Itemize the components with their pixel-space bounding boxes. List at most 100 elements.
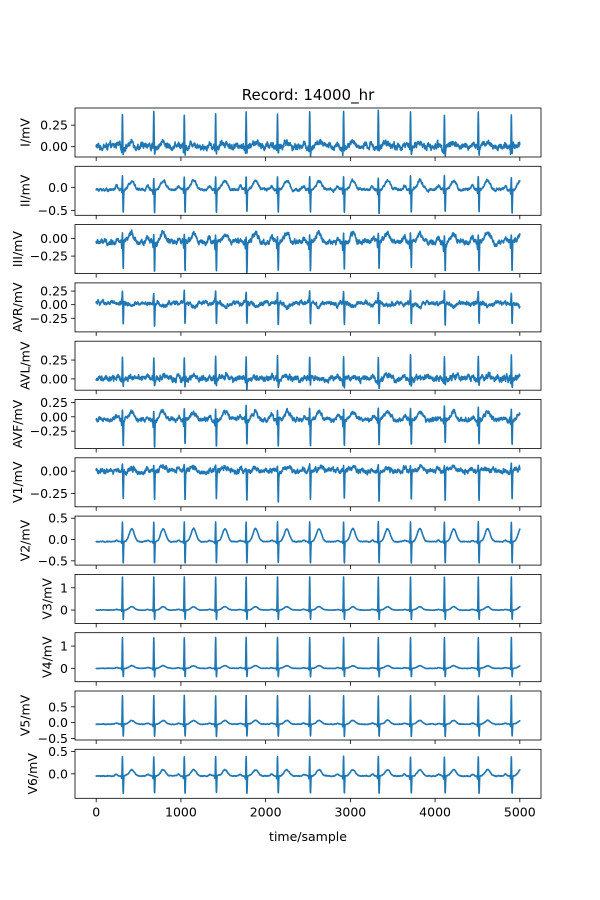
y-tick-label: 0.5 bbox=[48, 699, 68, 714]
y-tick: 0.25 bbox=[40, 118, 75, 133]
lead-panels: 0.000.25I/mV−0.50.0II/mV−0.250.00III/mV−… bbox=[10, 107, 542, 819]
series-line-v4 bbox=[95, 636, 521, 678]
y-axis-label-v2: V2/mV bbox=[17, 519, 32, 561]
lead-panel-iii: −0.25 0.00 III/mV bbox=[10, 224, 542, 278]
lead-panel-v3: 0 1 V3/mV bbox=[40, 574, 542, 628]
axes-frame bbox=[74, 690, 542, 741]
y-tick-label: 0.0 bbox=[48, 715, 68, 730]
y-tick-label: 1 bbox=[60, 580, 68, 595]
x-tick-label: 1000 bbox=[165, 804, 197, 819]
y-tick-label: −0.25 bbox=[30, 424, 68, 439]
y-tick: 0.25 bbox=[40, 284, 75, 299]
y-tick-label: 0.00 bbox=[40, 371, 68, 386]
x-tick: 4000 bbox=[419, 798, 451, 819]
series-line-avf bbox=[95, 404, 521, 448]
y-tick: 0.25 bbox=[40, 395, 75, 410]
lead-panel-v5: −0.50.00.5 V5/mV bbox=[17, 690, 542, 746]
lead-panel-avl: 0.00 0.25 AVL/mV bbox=[17, 340, 542, 395]
y-tick: 0.5 bbox=[48, 744, 75, 759]
axes-frame bbox=[74, 399, 542, 449]
y-tick-label: 0.00 bbox=[40, 139, 68, 154]
y-tick-label: 0 bbox=[60, 661, 68, 676]
y-tick-label: 0.25 bbox=[40, 284, 68, 299]
axes-frame bbox=[74, 748, 542, 799]
axes-frame bbox=[74, 224, 542, 275]
x-tick: 3000 bbox=[334, 798, 366, 819]
lead-panel-avr: −0.250.000.25 AVR/mV bbox=[10, 282, 542, 336]
y-tick-label: 0.00 bbox=[40, 464, 68, 479]
axes-frame bbox=[74, 107, 542, 158]
y-tick: 0.00 bbox=[40, 139, 75, 154]
y-tick-label: 0.0 bbox=[48, 766, 68, 781]
y-tick: 0 bbox=[60, 661, 75, 676]
y-axis-label-v1: V1/mV bbox=[10, 461, 25, 503]
series-line-iii bbox=[95, 229, 521, 274]
y-tick: 0.0 bbox=[48, 180, 75, 195]
axes-frame bbox=[74, 282, 542, 333]
y-tick: 0.0 bbox=[48, 766, 75, 781]
y-axis-label-v3: V3/mV bbox=[40, 578, 55, 620]
y-tick-label: −0.25 bbox=[30, 486, 68, 501]
y-axis-label-ii: II/mV bbox=[17, 174, 32, 207]
lead-panel-v6: 0.0 0.5 0 1000 2000 3000 4000 5000 V6/mV bbox=[25, 744, 542, 819]
y-axis-label-v4: V4/mV bbox=[40, 636, 55, 678]
x-tick: 1000 bbox=[165, 798, 197, 819]
y-tick: 0.00 bbox=[40, 464, 75, 479]
x-tick: 5000 bbox=[504, 798, 536, 819]
x-tick: 2000 bbox=[250, 798, 282, 819]
series-line-v3 bbox=[95, 576, 521, 621]
y-axis-label-v6: V6/mV bbox=[25, 753, 40, 795]
lead-panel-v4: 0 1 V4/mV bbox=[40, 632, 542, 686]
y-tick: 0.5 bbox=[48, 511, 75, 526]
y-tick: 1 bbox=[60, 639, 75, 654]
axes-frame bbox=[74, 457, 542, 508]
lead-panel-i: 0.00 0.25 I/mV bbox=[17, 107, 542, 161]
y-tick: 0.00 bbox=[40, 231, 75, 246]
y-tick-label: 0.0 bbox=[48, 532, 68, 547]
lead-panel-ii: −0.5 0.0 II/mV bbox=[17, 165, 542, 220]
x-tick-label: 3000 bbox=[334, 804, 366, 819]
series-line-avl bbox=[95, 353, 521, 391]
series-line-v6 bbox=[95, 755, 521, 795]
y-axis-label-avr: AVR/mV bbox=[10, 282, 25, 332]
y-tick-label: 0.0 bbox=[48, 180, 68, 195]
y-tick-label: −0.25 bbox=[30, 311, 68, 326]
series-line-v2 bbox=[95, 520, 521, 564]
y-tick-label: 0.00 bbox=[40, 297, 68, 312]
y-tick-label: 0.5 bbox=[48, 744, 68, 759]
x-tick: 0 bbox=[92, 798, 100, 819]
series-line-ii bbox=[95, 174, 521, 215]
y-axis-label-i: I/mV bbox=[17, 118, 32, 147]
y-tick: 0.5 bbox=[48, 699, 75, 714]
y-tick: −0.5 bbox=[38, 553, 75, 568]
y-tick-label: 0.00 bbox=[40, 409, 68, 424]
chart-title: Record: 14000_hr bbox=[242, 86, 375, 105]
y-tick-label: 0.25 bbox=[40, 395, 68, 410]
y-tick: 0.0 bbox=[48, 715, 75, 730]
axes-frame bbox=[74, 574, 542, 624]
y-axis-label-avl: AVL/mV bbox=[17, 341, 32, 390]
y-tick: −0.25 bbox=[30, 311, 75, 326]
x-tick-label: 2000 bbox=[250, 804, 282, 819]
x-tick-label: 0 bbox=[92, 804, 100, 819]
y-tick-label: −0.5 bbox=[38, 553, 68, 568]
y-tick: 0.00 bbox=[40, 297, 75, 312]
y-axis-label-v5: V5/mV bbox=[17, 694, 32, 736]
y-tick: 0.0 bbox=[48, 532, 75, 547]
y-tick-label: 1 bbox=[60, 639, 68, 654]
axes-frame bbox=[74, 632, 542, 683]
lead-panel-v1: −0.25 0.00 V1/mV bbox=[10, 457, 542, 511]
series-line-v1 bbox=[95, 462, 521, 503]
x-tick-label: 5000 bbox=[504, 804, 536, 819]
y-tick: 0.00 bbox=[40, 371, 75, 386]
lead-panel-v2: −0.5 0.0 0.5 V2/mV bbox=[17, 511, 542, 570]
y-axis-label-avf: AVF/mV bbox=[10, 399, 25, 448]
axes-frame bbox=[74, 340, 542, 391]
series-line-avr bbox=[95, 289, 521, 327]
series-line-i bbox=[95, 109, 521, 157]
axes-frame bbox=[74, 515, 542, 566]
y-tick: 1 bbox=[60, 580, 75, 595]
x-tick-label: 4000 bbox=[419, 804, 451, 819]
y-tick-label: 0.5 bbox=[48, 511, 68, 526]
series-line-v5 bbox=[95, 694, 521, 738]
